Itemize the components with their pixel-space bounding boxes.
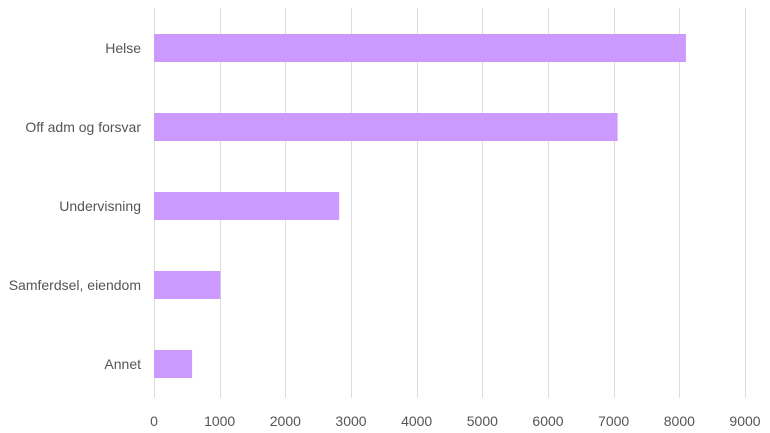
x-tick-labels: 0 1000 2000 3000 4000 5000 6000 7000 8000 9000 <box>150 413 761 429</box>
x-tick-label: 6000 <box>532 413 563 429</box>
category-labels: Helse Off adm og forsvar Undervisning Samfe… <box>9 40 142 372</box>
category-label: Undervisning <box>59 198 141 214</box>
bar-off-adm-og-forsvar <box>154 113 618 141</box>
x-tick-label: 5000 <box>467 413 498 429</box>
category-label: Samferdsel, eiendom <box>9 277 141 293</box>
bar-undervisning <box>154 192 340 220</box>
bar-annet <box>154 350 193 378</box>
x-tick-label: 7000 <box>598 413 629 429</box>
grid-lines <box>154 8 746 398</box>
x-tick-label: 4000 <box>401 413 432 429</box>
x-tick-label: 2000 <box>270 413 301 429</box>
category-label: Off adm og forsvar <box>25 119 141 135</box>
x-tick-label: 3000 <box>335 413 366 429</box>
x-tick-label: 1000 <box>204 413 235 429</box>
x-tick-label: 8000 <box>664 413 695 429</box>
category-label: Annet <box>104 356 141 372</box>
x-tick-label: 0 <box>150 413 158 429</box>
bars <box>154 34 686 378</box>
bar-helse <box>154 34 686 62</box>
bar-samferdsel-eiendom <box>154 271 221 299</box>
category-label: Helse <box>105 40 141 56</box>
x-tick-label: 9000 <box>729 413 760 429</box>
